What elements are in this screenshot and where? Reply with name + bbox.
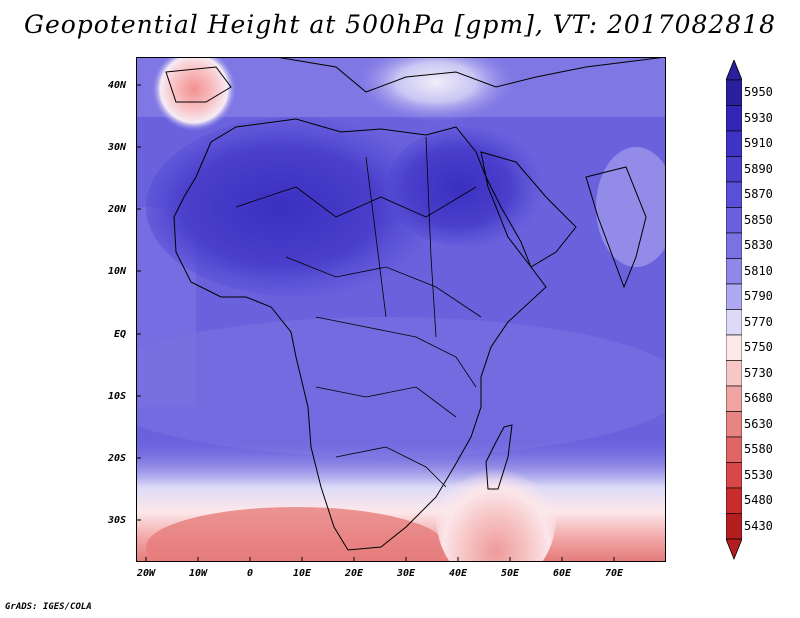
legend-swatch — [726, 513, 742, 540]
legend-level-label: 5430 — [744, 518, 773, 533]
lat-label-30n: 30N — [107, 142, 126, 153]
legend-swatch — [726, 258, 742, 285]
legend-colorbar — [726, 60, 742, 560]
legend-swatch — [726, 232, 742, 259]
legend-bottom-arrow — [726, 538, 742, 560]
legend-swatch — [726, 156, 742, 183]
map-title: Geopotential Height at 500hPa [gpm], VT:… — [23, 10, 777, 39]
lat-label-20s: 20S — [107, 453, 126, 464]
legend-swatch — [726, 462, 742, 489]
legend-swatch — [726, 436, 742, 463]
lat-label-10s: 10S — [107, 391, 126, 402]
legend-swatch — [726, 283, 742, 310]
lon-label-40e: 40E — [448, 568, 468, 579]
lat-label-eq: EQ — [113, 329, 126, 340]
legend-swatch — [726, 181, 742, 208]
legend-level-label: 5850 — [744, 212, 773, 227]
legend-level-label: 5890 — [744, 161, 773, 176]
legend-swatch — [726, 130, 742, 157]
lon-label-60e: 60E — [552, 568, 572, 579]
legend-level-label: 5730 — [744, 365, 773, 380]
legend-swatch — [726, 334, 742, 361]
legend-level-label: 5480 — [744, 493, 773, 507]
legend-level-label: 5910 — [744, 136, 773, 150]
legend-level-label: 5790 — [744, 289, 773, 303]
legend-swatch — [726, 105, 742, 132]
legend-level-label: 5530 — [744, 467, 773, 482]
legend-swatch — [726, 411, 742, 438]
legend-level-label: 5930 — [744, 110, 773, 125]
map-panel — [136, 57, 666, 562]
legend-swatch — [726, 309, 742, 336]
legend-level-label: 5630 — [744, 416, 773, 431]
legend-level-label: 5580 — [744, 442, 773, 456]
lon-label-20e: 20E — [344, 568, 364, 579]
legend-level-label: 5770 — [744, 314, 773, 329]
legend-level-label: 5680 — [744, 391, 773, 405]
lon-label-10e: 10E — [292, 568, 312, 579]
lat-label-30s: 30S — [107, 515, 126, 526]
lat-label-10n: 10N — [107, 266, 126, 277]
lon-label-30e: 30E — [396, 568, 416, 579]
map-canvas — [136, 57, 666, 562]
legend-swatch — [726, 385, 742, 412]
legend-level-label: 5830 — [744, 238, 773, 252]
lon-label-0: 0 — [246, 568, 254, 579]
legend-level-label: 5810 — [744, 263, 773, 278]
legend-swatch — [726, 487, 742, 514]
lat-label-20n: 20N — [107, 204, 126, 215]
lon-label-50e: 50E — [500, 568, 520, 579]
legend-level-label: 5750 — [744, 340, 773, 354]
legend-swatch — [726, 79, 742, 106]
lon-label-20w: 20W — [136, 568, 156, 579]
legend-level-label: 5870 — [744, 187, 773, 201]
lat-label-40n: 40N — [107, 80, 126, 91]
legend-level-label: 5950 — [744, 85, 773, 99]
legend-swatch — [726, 360, 742, 387]
color-legend: 5950 5930 5910 5890 5870 5850 5830 5810 5790 5770… — [722, 60, 782, 560]
lon-label-10w: 10W — [188, 568, 208, 579]
legend-top-arrow — [726, 60, 742, 81]
lon-label-70e: 70E — [604, 568, 624, 579]
legend-swatch — [726, 207, 742, 234]
grads-credit: GrADS: IGES/COLA — [5, 602, 92, 612]
